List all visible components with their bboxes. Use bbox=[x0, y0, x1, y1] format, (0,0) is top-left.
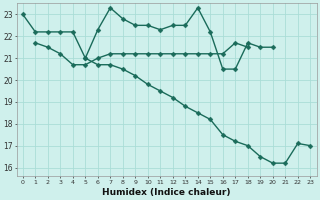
X-axis label: Humidex (Indice chaleur): Humidex (Indice chaleur) bbox=[102, 188, 231, 197]
